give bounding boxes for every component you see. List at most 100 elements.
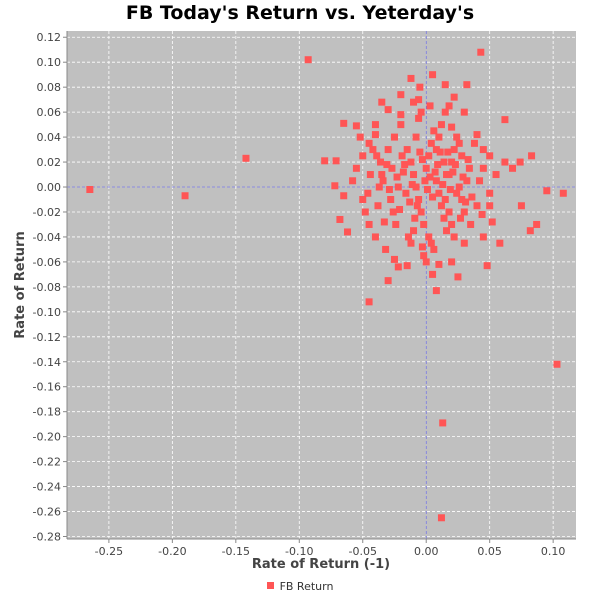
data-point (467, 220, 475, 228)
data-point (352, 164, 360, 172)
data-point (340, 192, 348, 200)
data-point (390, 255, 398, 263)
data-point (460, 239, 468, 247)
data-point (412, 183, 420, 191)
data-point (435, 260, 443, 268)
legend-swatch (266, 582, 274, 589)
data-point (445, 102, 453, 110)
data-point (389, 208, 397, 216)
x-tick-label: -0.25 (95, 545, 123, 558)
y-tick-label: -0.02 (33, 206, 61, 219)
y-tick-label: -0.12 (33, 331, 61, 344)
y-tick-label: 0.04 (37, 131, 62, 144)
data-point (443, 171, 451, 179)
data-point (450, 146, 458, 154)
data-point (460, 208, 468, 216)
x-tick-label: -0.20 (158, 545, 186, 558)
data-point (406, 198, 414, 206)
data-point (430, 127, 438, 135)
data-point (411, 214, 419, 222)
data-point (86, 186, 94, 194)
data-point (417, 108, 425, 116)
data-point (404, 233, 412, 241)
data-point (408, 181, 416, 189)
data-point (380, 218, 388, 226)
data-point (385, 186, 393, 194)
x-tick-label: 0.05 (477, 545, 502, 558)
data-point (449, 168, 457, 176)
y-tick-label: -0.14 (33, 356, 61, 369)
data-point (417, 208, 425, 216)
legend-label: FB Return (279, 580, 334, 593)
data-point (448, 123, 456, 131)
data-point (378, 171, 386, 179)
y-tick-label: 0.08 (37, 81, 62, 94)
data-point (373, 152, 381, 160)
y-tick-label: -0.08 (33, 281, 61, 294)
data-point (418, 243, 426, 251)
data-point (439, 181, 447, 189)
data-point (331, 182, 339, 190)
x-ticks: -0.25 -0.20 -0.15 -0.10 -0.05 0.00 0.05 0.10 (95, 539, 565, 558)
y-tick-label: -0.22 (33, 456, 61, 469)
data-point (431, 168, 439, 176)
data-point (352, 122, 360, 130)
data-point (356, 133, 364, 141)
data-point (410, 227, 418, 235)
data-point (455, 139, 463, 147)
data-point (463, 81, 471, 89)
data-point (465, 164, 473, 172)
data-point (344, 228, 352, 236)
data-point (455, 183, 463, 191)
data-point (359, 152, 367, 160)
data-point (321, 157, 329, 165)
data-point (430, 245, 438, 253)
data-point (486, 152, 494, 160)
data-point (479, 146, 487, 154)
data-point (377, 158, 385, 166)
data-point (479, 233, 487, 241)
x-tick-label: -0.15 (222, 545, 250, 558)
data-point (429, 193, 437, 201)
data-point (468, 193, 476, 201)
x-tick-label: 0.00 (414, 545, 439, 558)
data-point (477, 48, 485, 56)
y-tick-label: -0.28 (33, 531, 61, 544)
data-point (394, 263, 402, 271)
data-point (450, 93, 458, 101)
y-tick-label: 0.12 (37, 31, 62, 44)
x-axis-label: Rate of Return (-1) (252, 557, 390, 572)
data-point (423, 186, 431, 194)
data-point (441, 196, 449, 204)
y-tick-label: 0.00 (37, 181, 62, 194)
data-point (439, 419, 447, 427)
data-point (429, 71, 437, 79)
data-point (181, 192, 189, 200)
data-point (473, 202, 481, 210)
data-point (470, 139, 478, 147)
data-point (407, 239, 415, 247)
data-point (488, 218, 496, 226)
data-point (410, 171, 418, 179)
y-tick-label: -0.16 (33, 381, 61, 394)
data-point (441, 81, 449, 89)
data-point (371, 121, 379, 129)
data-point (446, 186, 454, 194)
data-point (416, 83, 424, 91)
y-tick-label: 0.02 (37, 156, 62, 169)
data-point (432, 287, 440, 295)
data-point (396, 205, 404, 213)
data-points (86, 48, 567, 522)
data-point (516, 158, 524, 166)
chart-title: FB Today's Return vs. Yeterday's (125, 2, 475, 24)
data-point (473, 131, 481, 139)
data-point (392, 220, 400, 228)
data-point (427, 239, 435, 247)
data-point (371, 233, 379, 241)
data-point (426, 102, 434, 110)
data-point (379, 177, 387, 185)
data-point (378, 98, 386, 106)
data-point (464, 156, 472, 164)
data-point (407, 74, 415, 82)
